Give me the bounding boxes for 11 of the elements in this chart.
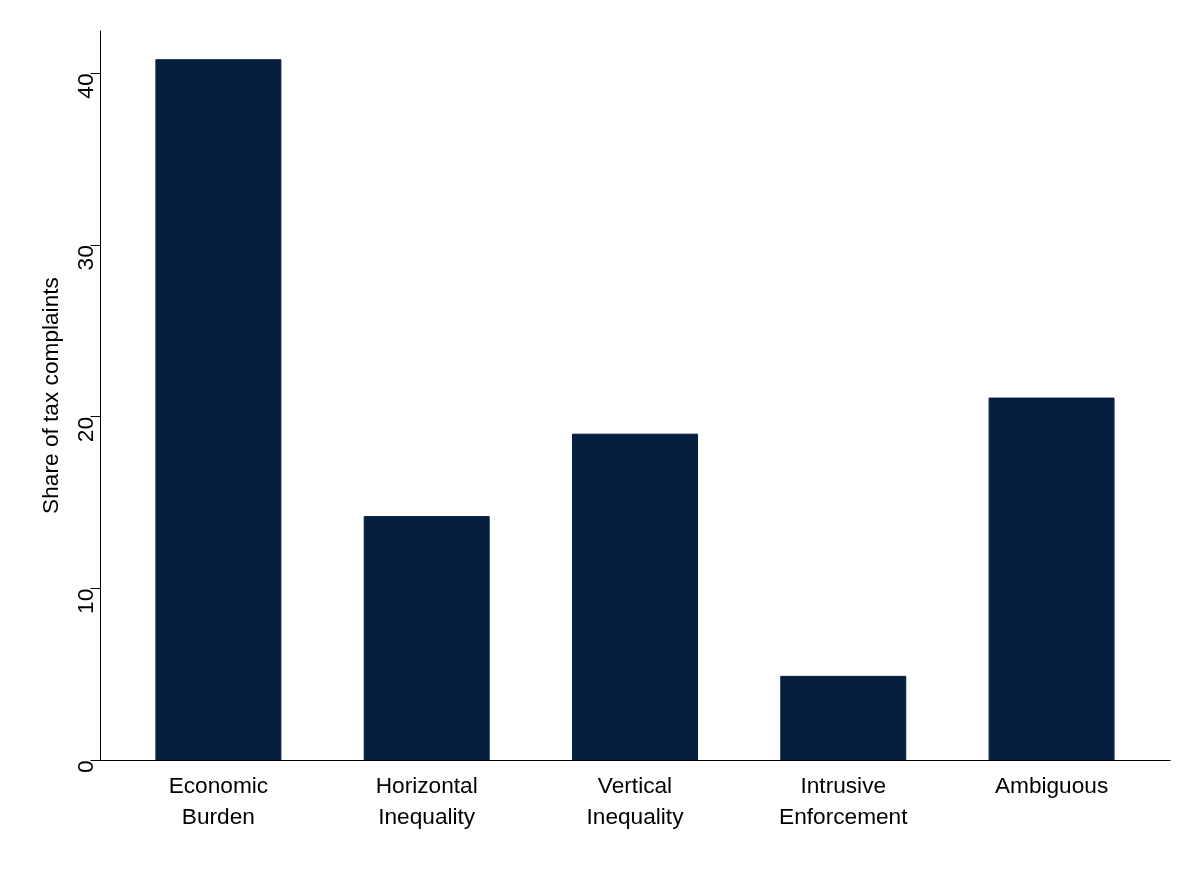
y-tick-label: 0: [72, 760, 98, 774]
y-axis-title: Share of tax complaints: [36, 277, 63, 514]
y-tick-label: 10: [72, 588, 98, 614]
y-tick-label: 40: [72, 73, 98, 99]
y-tick-label: 30: [72, 245, 98, 271]
x-tick-label: Vertical Inequality: [586, 771, 685, 829]
x-tick-label: Horizontal Inequality: [375, 771, 478, 829]
y-tick-label: 20: [72, 416, 98, 443]
x-tick-label: Intrusive Enforcement: [779, 771, 909, 829]
x-tick-label: Ambiguous: [994, 771, 1109, 798]
x-tick-label: Economic Burden: [168, 771, 269, 829]
